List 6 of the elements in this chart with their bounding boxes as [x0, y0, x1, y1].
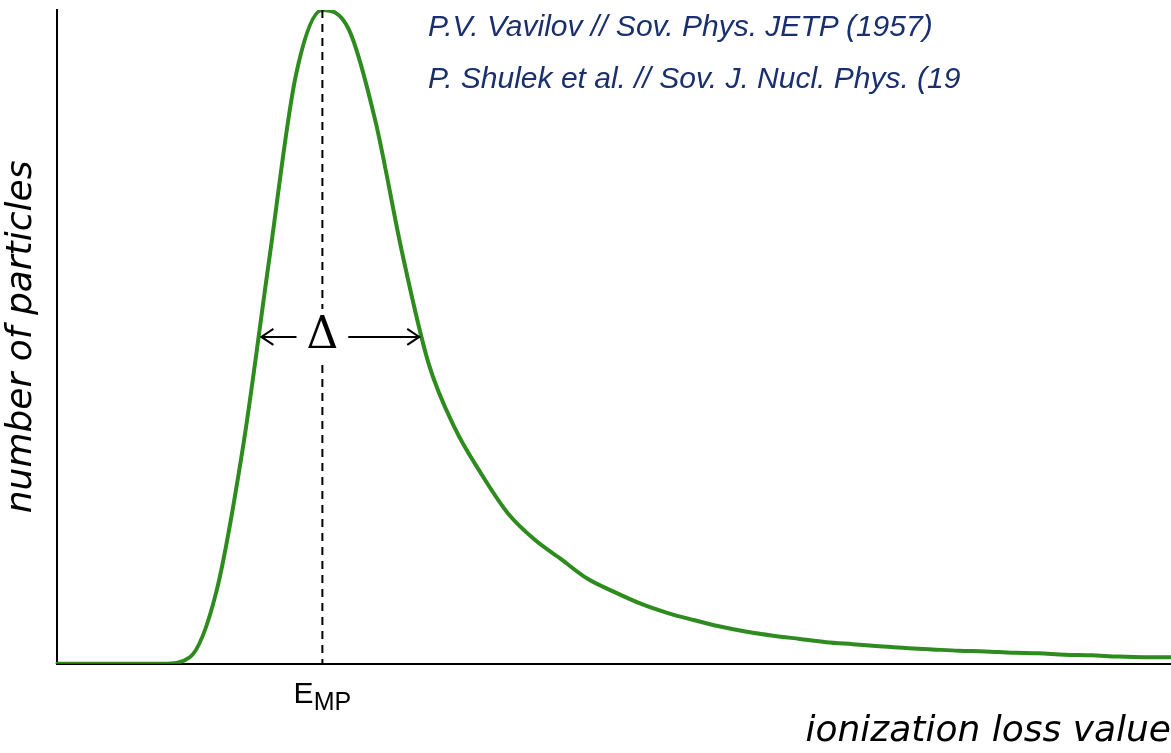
text: E$_{MP}$: [293, 675, 352, 715]
y-axis-title: number of particles: [0, 160, 39, 514]
annotation: Δ: [306, 307, 339, 359]
annotation: P. Shulek et al. // Sov. J. Nucl. Phys. (19: [428, 61, 961, 95]
annotation: P.V. Vavilov // Sov. Phys. JETP (1957): [428, 9, 933, 43]
x-axis-title: ionization loss value: [805, 707, 1171, 749]
